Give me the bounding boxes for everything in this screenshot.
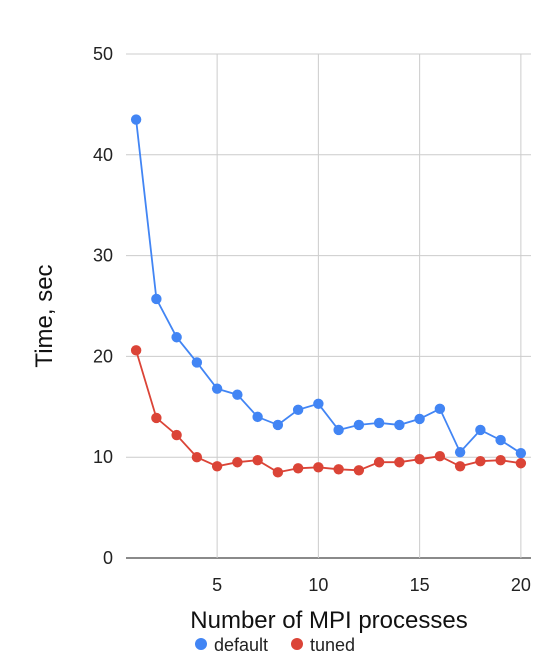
data-point-tuned: [313, 462, 324, 473]
data-point-tuned: [171, 429, 182, 441]
data-point-tuned: [495, 455, 506, 466]
data-point-default: [495, 434, 506, 446]
data-point-default: [373, 417, 385, 429]
series-line-default: [135, 119, 522, 454]
data-point-default: [313, 398, 324, 409]
data-point-default: [475, 424, 486, 436]
y-tick-label: 0: [103, 548, 113, 568]
data-point-tuned: [373, 457, 385, 468]
series-points: [130, 114, 527, 478]
data-point-tuned: [394, 457, 405, 468]
data-point-default: [211, 383, 223, 394]
y-tick-label: 40: [93, 145, 113, 165]
data-point-tuned: [353, 465, 365, 476]
y-axis-title: Time, sec: [31, 264, 58, 367]
series-lines: [135, 119, 522, 474]
data-point-default: [333, 424, 344, 436]
data-point-default: [434, 403, 446, 415]
data-point-default: [414, 413, 425, 425]
data-point-tuned: [414, 454, 425, 465]
y-tick-label: 20: [93, 346, 113, 366]
gridlines: [126, 53, 531, 559]
data-point-default: [191, 357, 203, 368]
data-point-default: [232, 389, 243, 400]
data-point-default: [272, 419, 284, 431]
data-point-tuned: [232, 457, 243, 468]
legend-marker-default: [195, 638, 207, 650]
data-point-default: [353, 419, 365, 431]
legend-label-default: default: [214, 635, 268, 655]
legend-marker-tuned: [291, 638, 303, 650]
data-point-tuned: [191, 452, 203, 463]
data-point-default: [292, 404, 304, 416]
data-point-default: [130, 114, 142, 125]
legend-label-tuned: tuned: [310, 635, 355, 655]
data-point-tuned: [515, 458, 527, 469]
y-tick-labels: 0 10 20 30 40 50: [93, 44, 113, 568]
data-point-tuned: [252, 455, 263, 466]
x-tick-label: 10: [308, 575, 328, 595]
data-point-default: [151, 293, 162, 305]
legend: default tuned: [195, 635, 355, 655]
data-point-default: [394, 419, 405, 431]
data-point-tuned: [454, 461, 466, 472]
x-tick-labels: 5 10 15 20: [212, 575, 531, 595]
data-point-tuned: [434, 450, 446, 462]
data-point-tuned: [151, 412, 162, 424]
data-point-tuned: [475, 456, 486, 467]
data-point-tuned: [211, 461, 223, 472]
x-tick-label: 20: [511, 575, 531, 595]
y-tick-label: 10: [93, 447, 113, 467]
data-point-tuned: [292, 463, 304, 474]
y-tick-label: 50: [93, 44, 113, 64]
x-axis-title: Number of MPI processes: [190, 607, 467, 634]
data-point-tuned: [130, 345, 142, 356]
data-point-default: [252, 411, 263, 423]
x-tick-label: 5: [212, 575, 222, 595]
y-tick-label: 30: [93, 246, 113, 266]
data-point-tuned: [333, 464, 344, 475]
data-point-default: [171, 332, 182, 343]
data-point-default: [454, 446, 466, 458]
x-tick-label: 15: [410, 575, 430, 595]
data-point-tuned: [272, 467, 284, 478]
data-point-default: [515, 447, 527, 459]
